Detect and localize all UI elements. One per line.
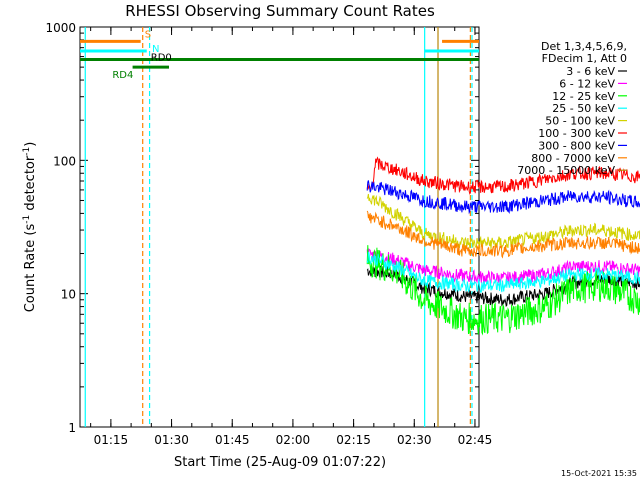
- y-tick-label: 100: [53, 154, 76, 168]
- y-tick-label: 1000: [45, 21, 76, 35]
- x-tick-label: 01:45: [215, 433, 250, 447]
- series-line: [366, 180, 640, 215]
- x-tick-label: 02:15: [336, 433, 371, 447]
- series-line: [366, 248, 640, 286]
- series-line: [366, 265, 640, 307]
- legend-entry: 7000 - 15000 keV: [517, 164, 615, 177]
- legend-entry: 300 - 800 keV: [538, 139, 615, 152]
- legend-entry: 3 - 6 keV: [566, 65, 615, 78]
- legend-entry: 25 - 50 keV: [552, 102, 615, 115]
- legend: Det 1,3,4,5,6,9,FDecim 1, Att 03 - 6 keV…: [517, 40, 627, 177]
- legend-entry: 12 - 25 keV: [552, 90, 615, 103]
- s-annotation: S: [145, 29, 151, 40]
- legend-entry: 800 - 7000 keV: [531, 152, 615, 165]
- legend-header: Det 1,3,4,5,6,9,: [541, 40, 627, 53]
- legend-entry: 100 - 300 keV: [538, 127, 615, 140]
- n-annotation: N: [152, 44, 159, 55]
- axis-ticks: 01:15 01:30 01:45 02:00 02:15 02:30 02:45 1 10 10…: [45, 21, 492, 447]
- legend-header: FDecim 1, Att 0: [542, 52, 627, 65]
- rd4-annotation: RD4: [112, 70, 133, 81]
- series-line: [366, 245, 640, 336]
- x-tick-label: 01:30: [154, 433, 189, 447]
- series-line: [366, 210, 640, 259]
- x-tick-label: 02:00: [276, 433, 311, 447]
- legend-entry: 50 - 100 keV: [545, 115, 615, 128]
- legend-entry: 6 - 12 keV: [559, 77, 615, 90]
- rd0-annotation: RD0: [151, 53, 172, 64]
- series-lines: [366, 156, 640, 336]
- series-line: [366, 156, 640, 195]
- timestamp-footer: 15-Oct-2021 15:35: [561, 469, 637, 478]
- series-line: [366, 251, 640, 293]
- y-tick-label: 10: [61, 288, 76, 302]
- y-tick-label: 1: [68, 421, 76, 435]
- x-tick-label: 01:15: [94, 433, 129, 447]
- x-tick-label: 02:30: [397, 433, 432, 447]
- chart-title: RHESSI Observing Summary Count Rates: [125, 2, 435, 20]
- x-axis-label: Start Time (25-Aug-09 01:07:22): [174, 455, 386, 470]
- plot-frame: [79, 26, 480, 428]
- event-markers: [80, 27, 479, 427]
- y-axis-label: Count Rate (s-1 detector-1): [22, 142, 38, 313]
- x-tick-label: 02:45: [458, 433, 493, 447]
